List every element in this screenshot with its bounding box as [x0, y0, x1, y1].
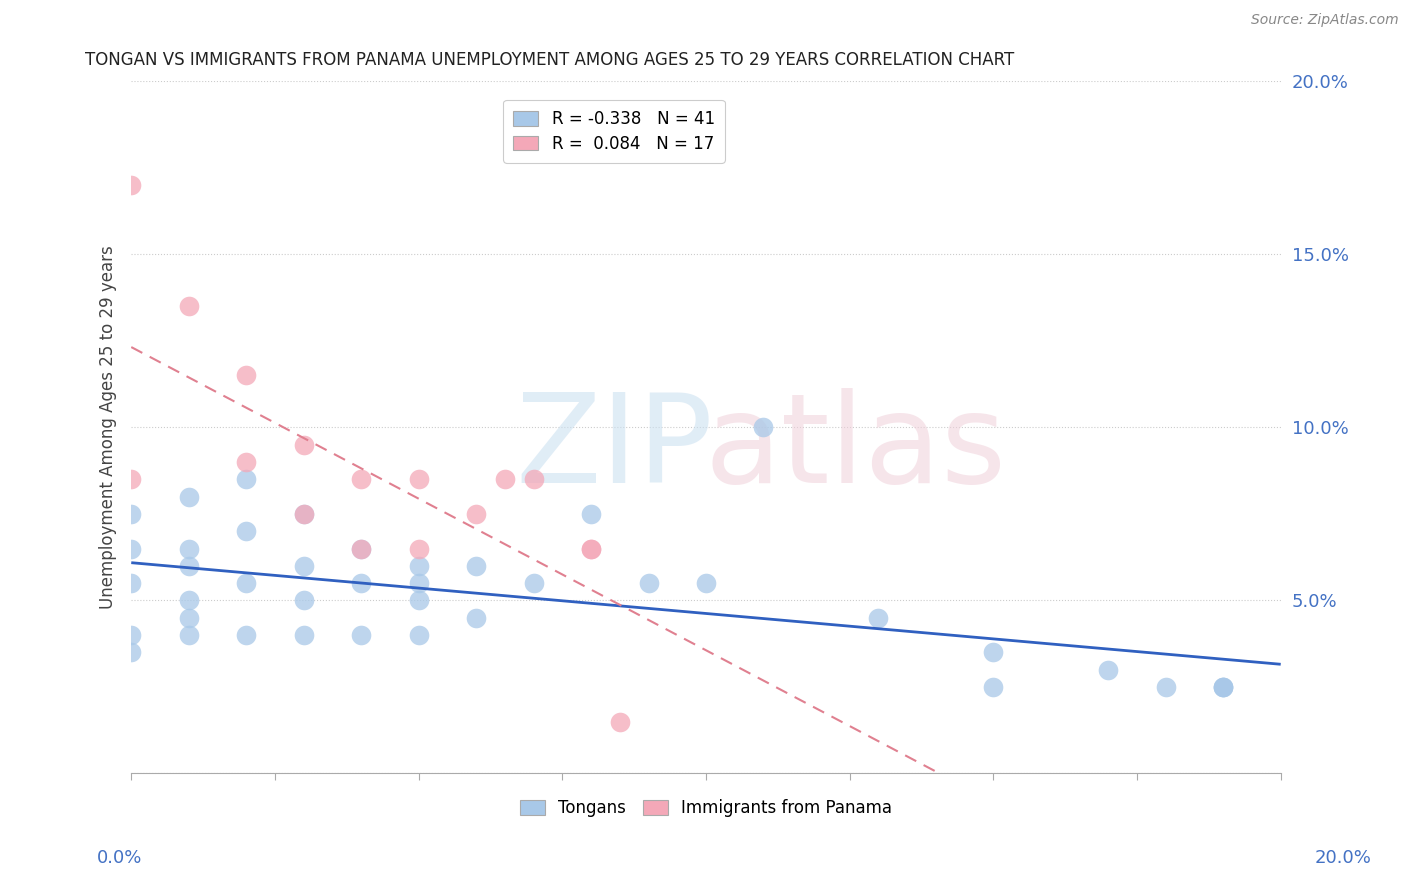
Point: [522, 576, 544, 591]
Point: [465, 558, 488, 573]
Point: [120, 628, 142, 642]
Point: [1154, 680, 1177, 694]
Point: [292, 438, 315, 452]
Point: [465, 611, 488, 625]
Text: 20.0%: 20.0%: [1315, 849, 1371, 867]
Point: [177, 541, 200, 556]
Point: [120, 507, 142, 521]
Point: [1097, 663, 1119, 677]
Point: [408, 593, 430, 607]
Point: [983, 645, 1005, 659]
Point: [695, 576, 717, 591]
Point: [579, 541, 602, 556]
Point: [350, 576, 373, 591]
Point: [983, 680, 1005, 694]
Point: [350, 541, 373, 556]
Point: [522, 472, 544, 486]
Point: [177, 299, 200, 313]
Point: [235, 576, 257, 591]
Point: [637, 576, 659, 591]
Point: [235, 524, 257, 539]
Text: ZIP: ZIP: [515, 388, 713, 508]
Point: [1212, 680, 1234, 694]
Legend: Tongans, Immigrants from Panama: Tongans, Immigrants from Panama: [513, 793, 898, 824]
Point: [408, 472, 430, 486]
Point: [408, 576, 430, 591]
Point: [292, 628, 315, 642]
Point: [350, 541, 373, 556]
Point: [494, 472, 516, 486]
Point: [177, 628, 200, 642]
Point: [292, 507, 315, 521]
Point: [235, 455, 257, 469]
Point: [120, 645, 142, 659]
Point: [1212, 680, 1234, 694]
Point: [120, 576, 142, 591]
Text: atlas: atlas: [704, 388, 1007, 508]
Point: [292, 593, 315, 607]
Text: TONGAN VS IMMIGRANTS FROM PANAMA UNEMPLOYMENT AMONG AGES 25 TO 29 YEARS CORRELAT: TONGAN VS IMMIGRANTS FROM PANAMA UNEMPLO…: [86, 51, 1015, 69]
Point: [350, 628, 373, 642]
Point: [579, 507, 602, 521]
Text: Source: ZipAtlas.com: Source: ZipAtlas.com: [1251, 13, 1399, 28]
Point: [292, 558, 315, 573]
Point: [465, 507, 488, 521]
Point: [752, 420, 775, 434]
Point: [235, 628, 257, 642]
Point: [292, 507, 315, 521]
Point: [177, 611, 200, 625]
Point: [177, 490, 200, 504]
Point: [1212, 680, 1234, 694]
Point: [120, 541, 142, 556]
Point: [868, 611, 890, 625]
Point: [120, 178, 142, 193]
Point: [350, 472, 373, 486]
Point: [609, 714, 631, 729]
Point: [120, 472, 142, 486]
Point: [177, 558, 200, 573]
Point: [408, 628, 430, 642]
Point: [579, 541, 602, 556]
Point: [235, 368, 257, 383]
Point: [235, 472, 257, 486]
Y-axis label: Unemployment Among Ages 25 to 29 years: Unemployment Among Ages 25 to 29 years: [100, 245, 117, 609]
Text: 0.0%: 0.0%: [97, 849, 142, 867]
Point: [408, 541, 430, 556]
Point: [408, 558, 430, 573]
Point: [177, 593, 200, 607]
